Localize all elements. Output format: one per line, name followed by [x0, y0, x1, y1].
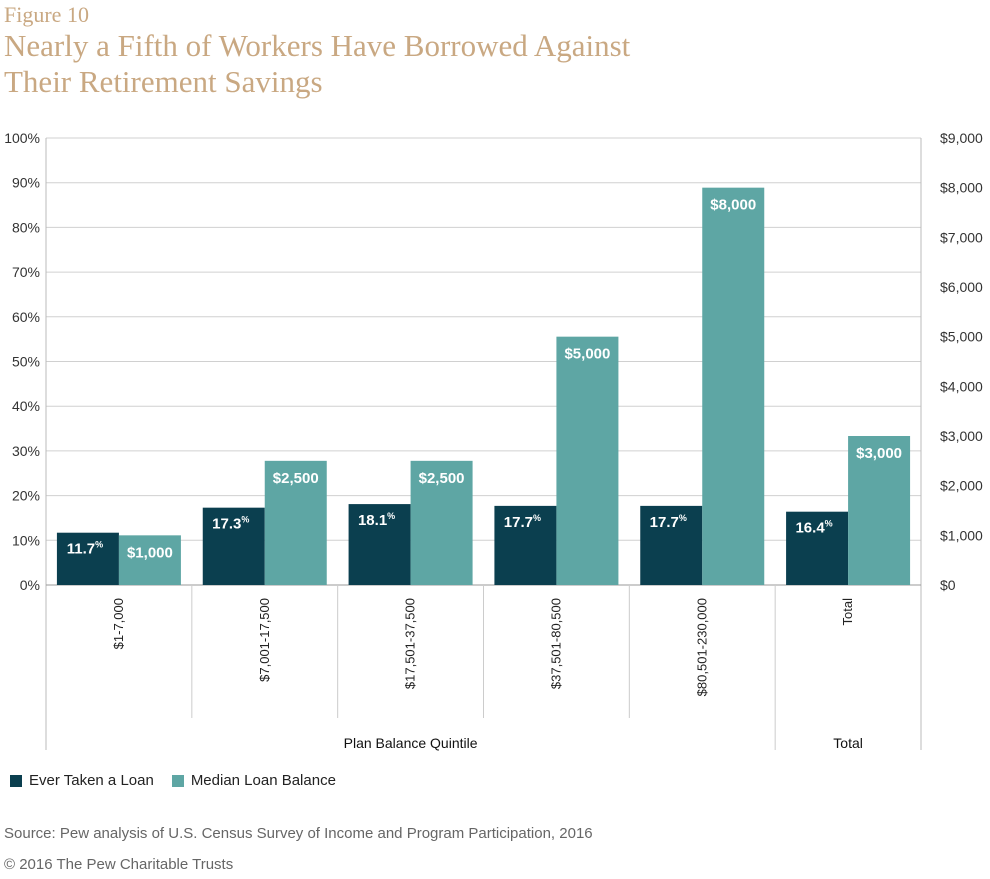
y-left-tick-label: 10%: [12, 532, 40, 548]
y-left-tick-label: 100%: [4, 130, 40, 146]
data-label-balance: $1,000: [127, 544, 173, 561]
figure-label: Figure 10: [4, 2, 89, 27]
y-right-tick-label: $6,000: [940, 279, 983, 295]
y-left-tick-label: 50%: [12, 354, 40, 370]
data-label-loan: 16.4%: [795, 519, 832, 537]
y-right-tick-label: $1,000: [940, 527, 983, 543]
source-note: Source: Pew analysis of U.S. Census Surv…: [4, 825, 593, 842]
legend: Ever Taken a Loan Median Loan Balance: [10, 772, 354, 789]
data-label-loan: 17.7%: [504, 513, 541, 531]
data-label-balance: $2,500: [419, 470, 465, 487]
y-right-tick-label: $9,000: [940, 130, 983, 146]
bar-median-loan-balance: [264, 460, 327, 585]
bar-median-loan-balance: [118, 535, 181, 585]
bar-ever-taken-loan: [348, 504, 411, 585]
bar-ever-taken-loan: [494, 505, 557, 585]
chart-title: Nearly a Fifth of Workers Have Borrowed …: [4, 28, 884, 100]
data-label-loan: 11.7%: [67, 540, 103, 558]
y-left-tick-label: 30%: [12, 443, 40, 459]
y-right-tick-label: $5,000: [940, 329, 983, 345]
x-category-label: $17,501-37,500: [403, 598, 418, 689]
y-left-tick-label: 40%: [12, 398, 40, 414]
y-left-tick-label: 80%: [12, 219, 40, 235]
x-group-label-total: Total: [833, 735, 863, 751]
y-right-tick-label: $0: [940, 577, 956, 593]
data-label-loan: 17.7%: [650, 513, 687, 531]
y-left-tick-label: 70%: [12, 264, 40, 280]
y-right-tick-label: $3,000: [940, 428, 983, 444]
x-category-label: $37,501-80,500: [548, 598, 563, 689]
legend-swatch-loan: [10, 774, 22, 787]
x-category-label: Total: [840, 598, 855, 626]
legend-item-balance: Median Loan Balance: [171, 772, 336, 789]
bar-median-loan-balance: [410, 460, 473, 585]
data-label-balance: $8,000: [710, 197, 756, 214]
bar-ever-taken-loan: [202, 507, 265, 585]
legend-label-balance: Median Loan Balance: [190, 772, 336, 789]
legend-item-loan: Ever Taken a Loan: [10, 772, 154, 789]
bar-ever-taken-loan: [640, 505, 703, 585]
data-label-balance: $5,000: [564, 346, 610, 363]
x-category-label: $80,501-230,000: [694, 598, 709, 696]
y-right-tick-label: $2,000: [940, 478, 983, 494]
copyright-note: © 2016 The Pew Charitable Trusts: [4, 856, 234, 873]
x-category-label: $7,001-17,500: [257, 598, 272, 682]
bar-median-loan-balance: [702, 187, 765, 585]
y-left-tick-label: 0%: [20, 577, 40, 593]
x-group-label: Plan Balance Quintile: [344, 735, 478, 751]
x-category-label: $1-7,000: [111, 598, 126, 649]
y-right-tick-label: $8,000: [940, 180, 983, 196]
y-left-tick-label: 20%: [12, 488, 40, 504]
bar-ever-taken-loan: [786, 511, 849, 585]
y-left-tick-label: 90%: [12, 175, 40, 191]
bar-median-loan-balance: [848, 436, 911, 585]
legend-label-loan: Ever Taken a Loan: [29, 772, 154, 789]
data-label-balance: $2,500: [273, 470, 319, 487]
title-line-2: Their Retirement Savings: [4, 64, 323, 99]
y-right-tick-label: $7,000: [940, 229, 983, 245]
legend-swatch-balance: [171, 774, 184, 787]
data-label-loan: 18.1%: [358, 511, 395, 529]
title-line-1: Nearly a Fifth of Workers Have Borrowed …: [4, 28, 631, 63]
y-right-tick-label: $4,000: [940, 378, 983, 394]
data-label-loan: 17.3%: [212, 515, 249, 533]
bar-ever-taken-loan: [56, 532, 119, 585]
data-label-balance: $3,000: [856, 445, 902, 462]
bar-median-loan-balance: [556, 336, 619, 585]
y-left-tick-label: 60%: [12, 309, 40, 325]
